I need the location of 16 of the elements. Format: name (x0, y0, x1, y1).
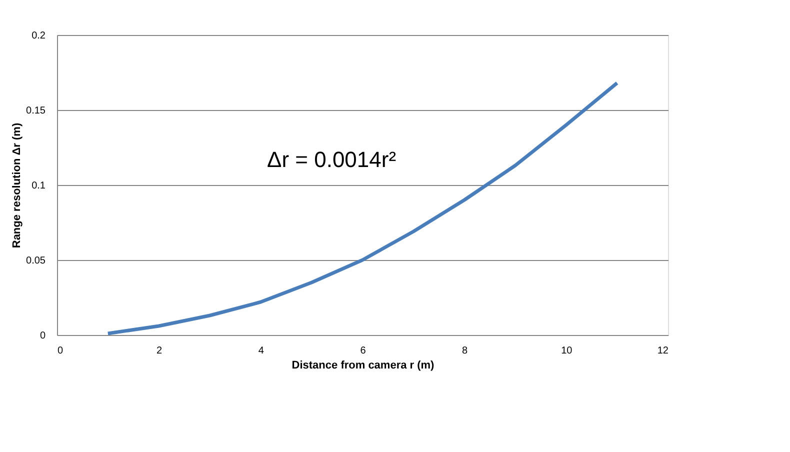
y-tick-label: 0.15 (26, 106, 46, 116)
y-tick-label: 0.05 (26, 256, 46, 266)
annotation: Δr = 0.0014r² (267, 147, 396, 172)
x-tick-label: 2 (156, 346, 163, 356)
y-tick-label: 0.1 (32, 180, 46, 192)
x-tick-label: 4 (258, 346, 264, 356)
x-axis-title: Distance from camera r (m) (292, 360, 435, 372)
line-series (106, 81, 619, 336)
y-axis-title: Range resolution Δr (m) (11, 122, 24, 248)
y-tick-label: 0.2 (32, 30, 46, 42)
x-tick-label: 10 (561, 346, 573, 356)
y-tick-label: 0 (40, 330, 46, 342)
x-tick-label: 6 (360, 346, 366, 356)
x-tick-label: 0 (58, 346, 64, 356)
x-tick-label: 12 (657, 346, 669, 356)
x-tick-label: 8 (462, 346, 468, 356)
